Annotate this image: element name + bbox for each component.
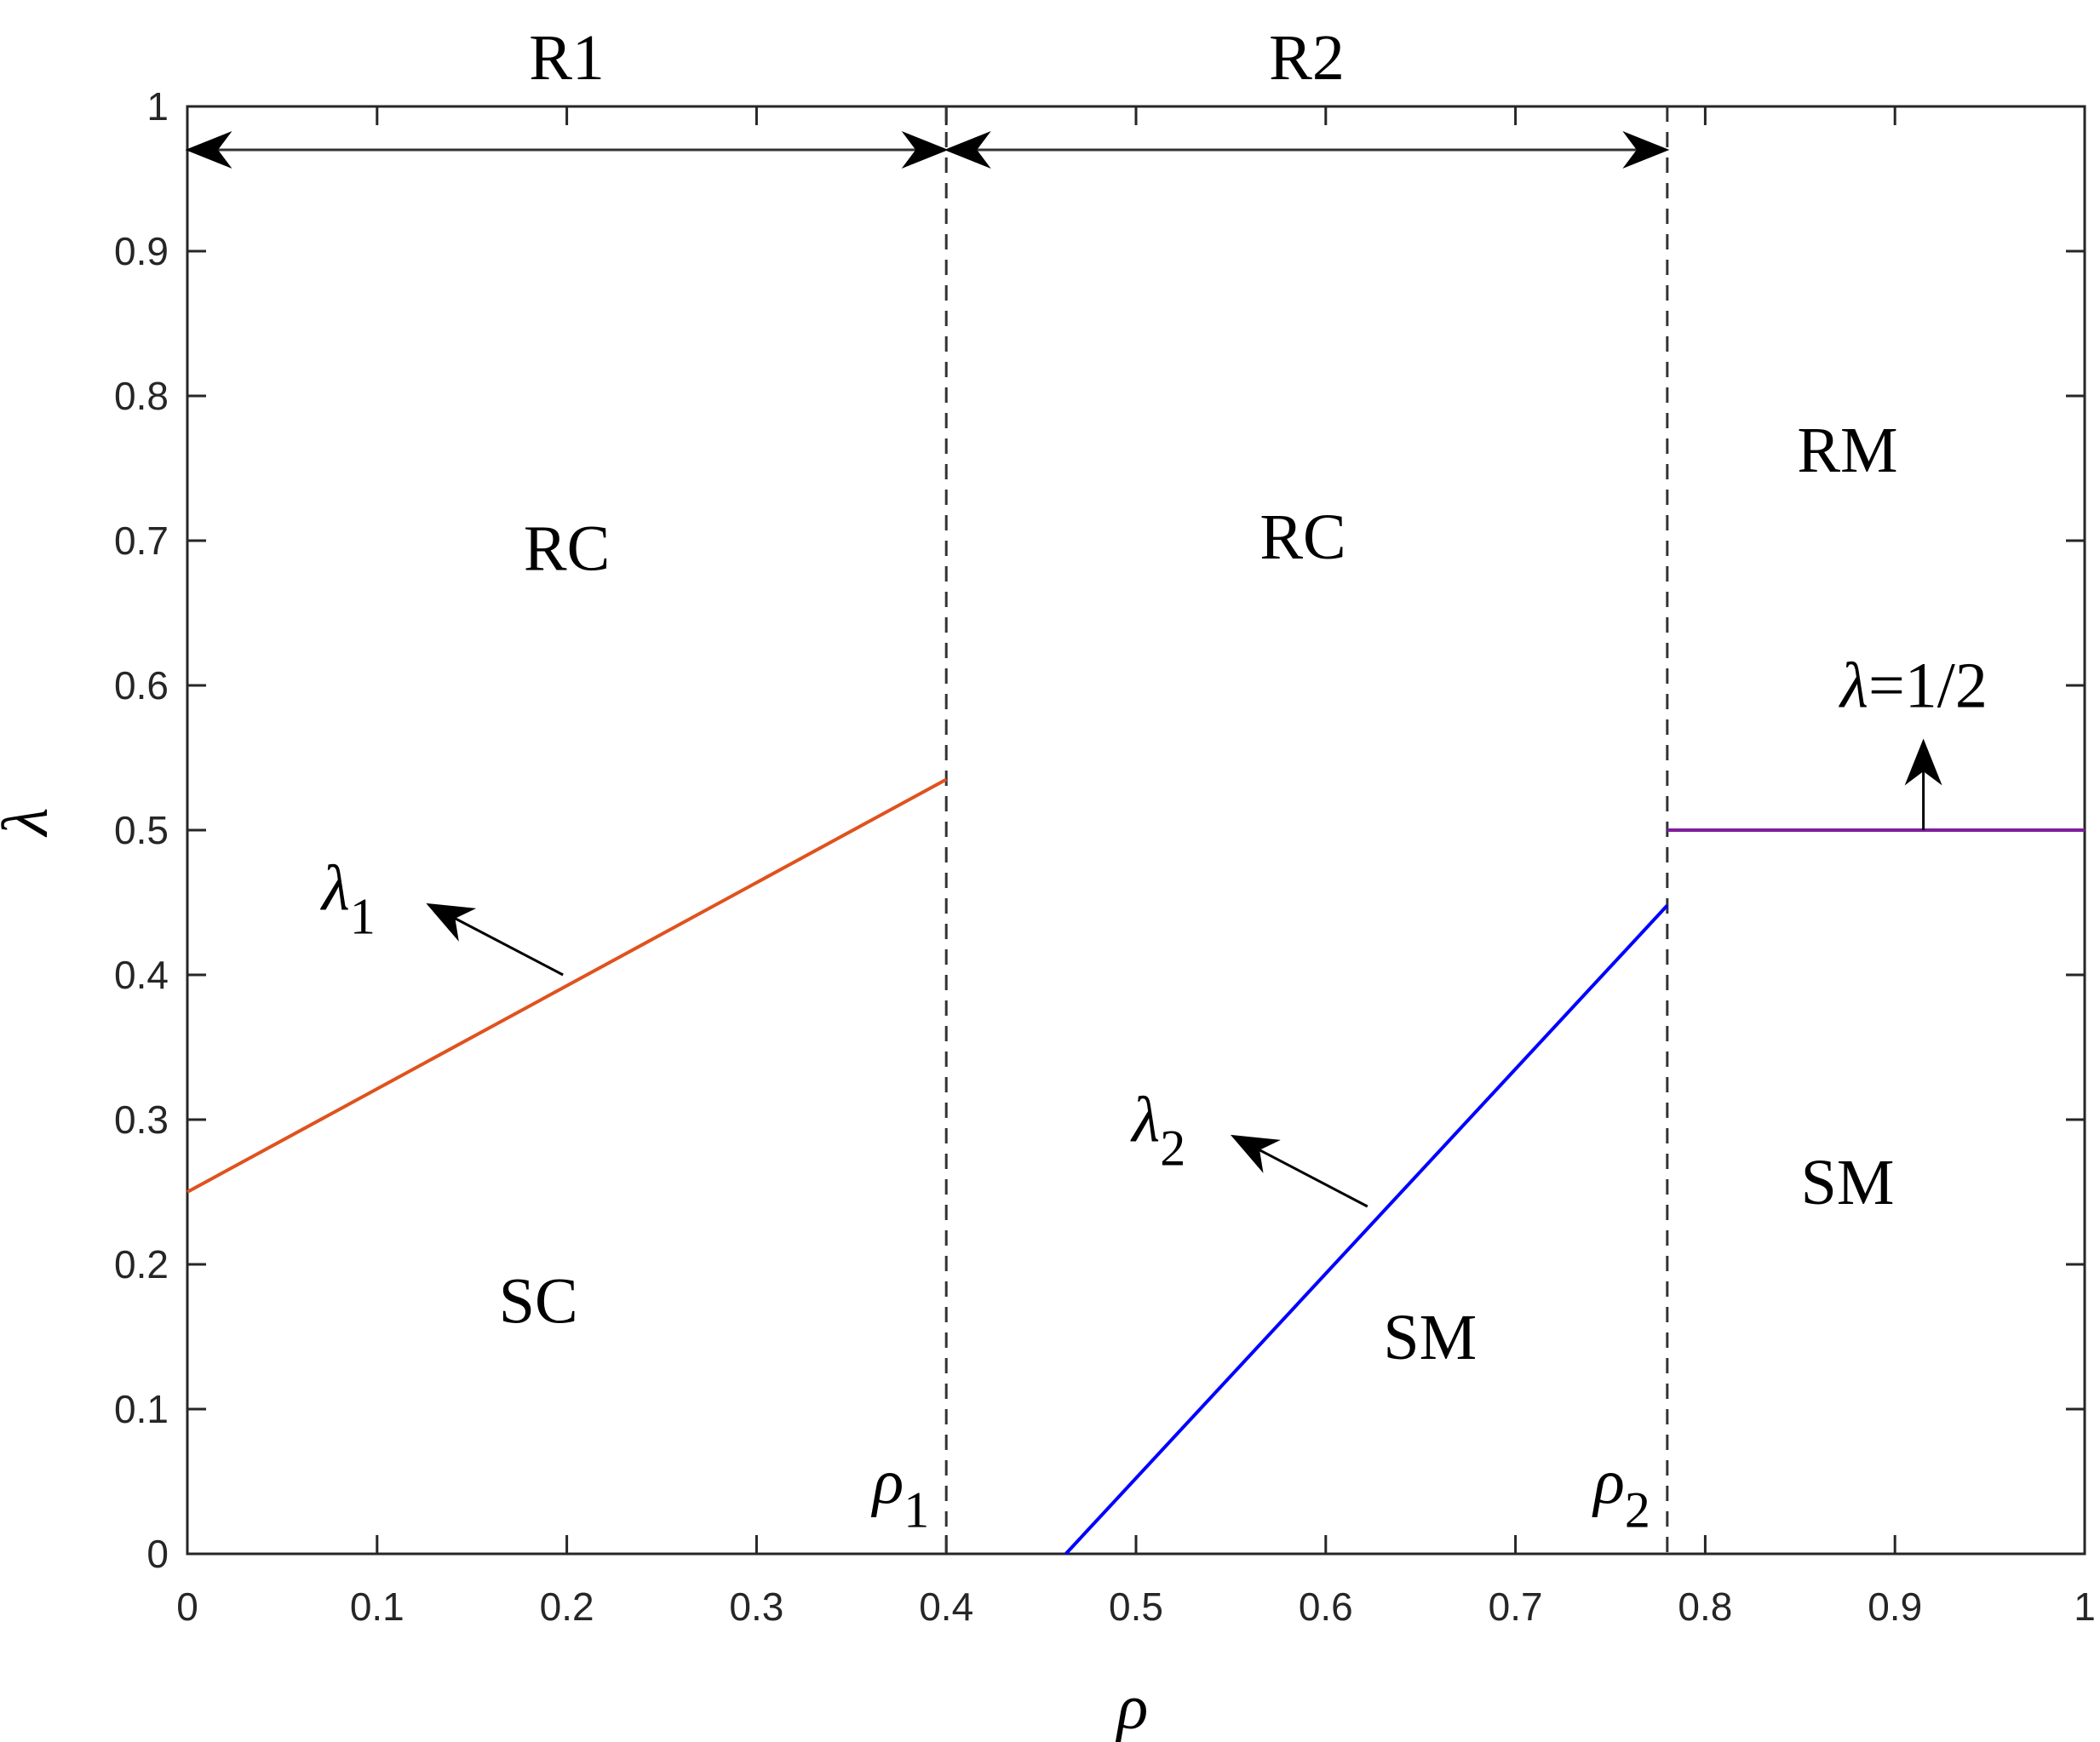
range-label-r2: R2 [1269,22,1345,94]
x-tick-label: 0.3 [729,1584,783,1629]
x-tick-label: 0.2 [540,1584,594,1629]
y-tick-label: 0.3 [114,1097,169,1142]
x-tick-label: 0.4 [919,1584,973,1629]
y-tick-label: 0.8 [114,374,169,418]
range-label-r1: R1 [529,22,605,94]
vline-label-rho2: ρ2 [1592,1447,1650,1539]
plot-area: 0 0.1 0.2 0.3 0.4 0.5 0.6 0.7 0.8 0.9 1 0 0.1 0.2 0.3 0… [114,22,2096,1629]
annotation-label-2: λ2 [1130,1085,1185,1177]
x-tick-label: 0.7 [1489,1584,1543,1629]
region-label-sm: SM [1801,1147,1895,1218]
x-tick-label: 0.8 [1678,1584,1732,1629]
y-tick-label: 0.5 [114,808,169,852]
y-tick-label: 0.9 [114,229,169,273]
region-label-rm: RM [1797,415,1897,486]
x-tick-label: 0.5 [1109,1584,1163,1629]
x-tick-label: 1 [2074,1584,2096,1629]
y-tick-label: 0.6 [114,663,169,708]
annotation-label-3: λ=1/2 [1839,650,1988,722]
y-tick-label: 0.1 [114,1387,169,1431]
x-tick-label: 0 [176,1584,198,1629]
y-tick-label: 0.2 [114,1242,169,1286]
y-tick-label: 1 [146,84,169,129]
y-tick-label: 0.7 [114,519,169,563]
region-label-sm: SM [1383,1302,1477,1373]
region-label-sc: SC [499,1266,578,1338]
annotation-label-1: λ1 [320,853,376,945]
series-line-2 [1064,904,1669,1556]
vline-label-rho1: ρ1 [871,1447,929,1539]
y-axis-label: λ [0,808,61,838]
x-tick-label: 0.1 [350,1584,405,1629]
x-axis-label: ρ [1116,1671,1148,1742]
series-line-1 [186,777,948,1194]
annotation-arrow-2 [1230,1134,1368,1208]
y-tick-label: 0.4 [114,953,169,997]
region-label-rc: RC [524,513,610,585]
annotation-arrow-1 [426,903,564,977]
x-tick-label: 0.9 [1868,1584,1922,1629]
x-tick-label: 0.6 [1299,1584,1353,1629]
region-label-rc: RC [1259,501,1345,573]
y-tick-label: 0 [146,1532,169,1576]
